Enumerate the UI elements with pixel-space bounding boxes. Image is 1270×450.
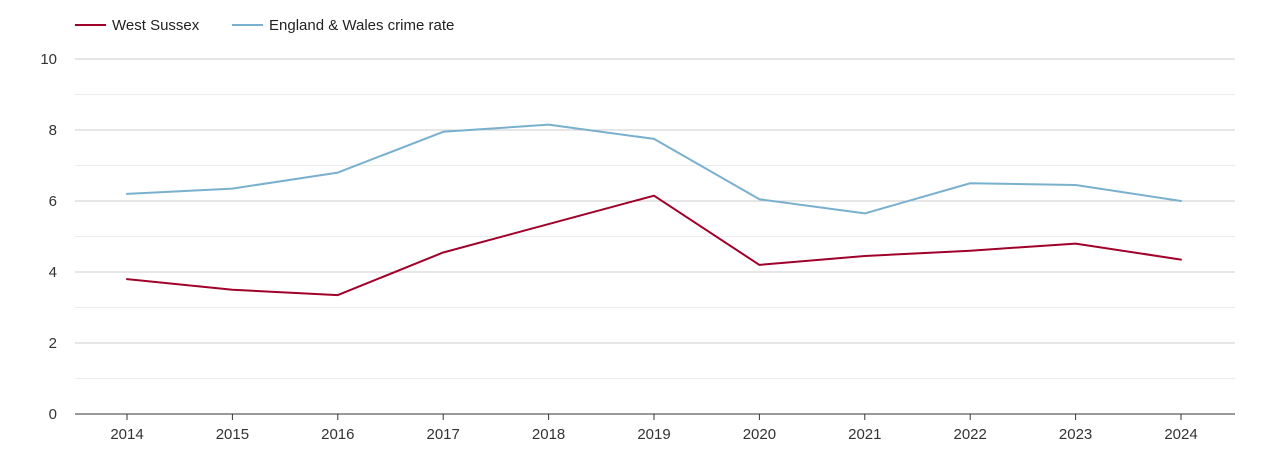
legend-label-west-sussex: West Sussex	[112, 17, 200, 34]
y-tick-label: 2	[49, 335, 57, 352]
series	[126, 123, 1182, 297]
legend: West Sussex England & Wales crime rate	[75, 17, 454, 34]
y-tick-label: 0	[49, 406, 57, 423]
x-tick-label: 2017	[427, 426, 460, 443]
y-tick-label: 6	[49, 193, 57, 210]
x-tick-label: 2014	[110, 426, 143, 443]
x-tick-label: 2024	[1164, 426, 1197, 443]
x-tick-label: 2023	[1059, 426, 1092, 443]
legend-label-england-wales: England & Wales crime rate	[269, 17, 454, 34]
series-line-west-sussex	[126, 194, 1182, 297]
x-tick-label: 2016	[321, 426, 354, 443]
x-tick-label: 2021	[848, 426, 881, 443]
x-tick-label: 2020	[743, 426, 776, 443]
x-tick-label: 2018	[532, 426, 565, 443]
x-tick-label: 2022	[954, 426, 987, 443]
x-tick-label: 2019	[637, 426, 670, 443]
y-tick-label: 4	[49, 264, 57, 281]
y-tick-label: 8	[49, 122, 57, 139]
axes: 0 2 4 6 8 10 2014 2015 2016 2017 2018 2019 2020 2021 2…	[40, 51, 1235, 443]
x-tick-label: 2015	[216, 426, 249, 443]
gridlines	[75, 58, 1235, 379]
series-line-england-wales-crime-rate	[126, 123, 1182, 215]
y-tick-label: 10	[40, 51, 57, 68]
